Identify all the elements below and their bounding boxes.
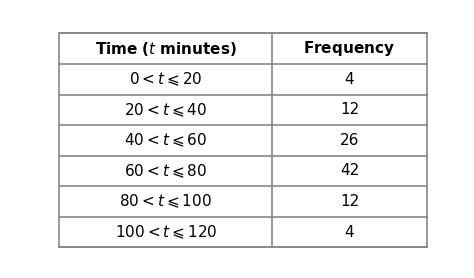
Text: $100< \mathit{t} \leqslant 120$: $100< \mathit{t} \leqslant 120$ bbox=[115, 223, 217, 241]
Text: 12: 12 bbox=[340, 194, 359, 209]
Text: 42: 42 bbox=[340, 163, 359, 178]
Text: $40< \mathit{t} \leqslant 60$: $40< \mathit{t} \leqslant 60$ bbox=[124, 131, 207, 149]
Text: $80< \mathit{t} \leqslant 100$: $80< \mathit{t} \leqslant 100$ bbox=[119, 193, 212, 210]
Text: $\mathbf{Frequency}$: $\mathbf{Frequency}$ bbox=[303, 39, 395, 58]
Text: 12: 12 bbox=[340, 102, 359, 117]
Text: $60< \mathit{t} \leqslant 80$: $60< \mathit{t} \leqslant 80$ bbox=[124, 162, 207, 180]
Text: $20< \mathit{t} \leqslant 40$: $20< \mathit{t} \leqslant 40$ bbox=[124, 101, 207, 119]
Text: $\mathbf{Time\ (}$$\mathbf{\mathit{t}}$$\mathbf{\ minutes)}$: $\mathbf{Time\ (}$$\mathbf{\mathit{t}}$$… bbox=[95, 40, 237, 58]
Text: 26: 26 bbox=[340, 133, 359, 148]
Text: 4: 4 bbox=[345, 72, 354, 87]
Text: 4: 4 bbox=[345, 225, 354, 240]
Text: $0< \mathit{t} \leqslant 20$: $0< \mathit{t} \leqslant 20$ bbox=[129, 70, 202, 88]
